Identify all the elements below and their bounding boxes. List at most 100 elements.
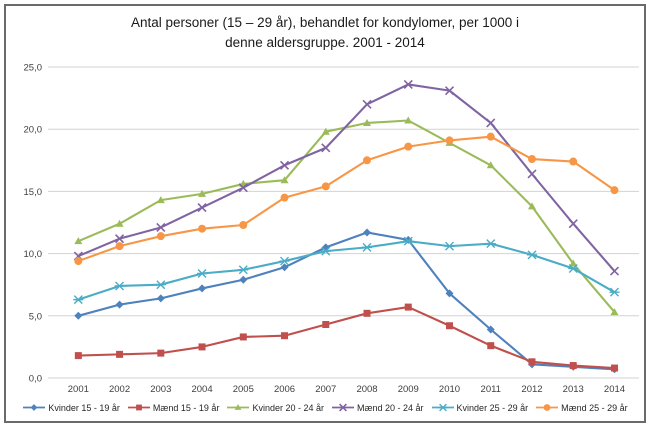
marker-circle [239, 220, 248, 229]
x-axis-tick-2002: 2002 [109, 384, 130, 395]
line-chart-plot: 0,0 5,0 10,0 15,0 20,0 25,0 2001 2002 2003 2004 20… [24, 63, 639, 395]
x-axis-tick-2001: 2001 [68, 384, 89, 395]
marker-diamond [115, 300, 124, 309]
marker-square [239, 333, 247, 341]
y-axis-tick-25-0: 25,0 [24, 63, 43, 74]
legend-item-m-nd-15-19-r: Mænd 15 - 19 år [127, 402, 220, 413]
marker-asterisk [609, 287, 620, 297]
marker-asterisk [568, 264, 579, 274]
legend-label: Kvinder 25 - 29 år [456, 402, 529, 413]
marker-circle [445, 136, 454, 145]
chart-title-line-2: denne aldersgruppe. 2001 - 2014 [225, 34, 425, 50]
series-line-kvinder-25-29-r [77, 240, 616, 301]
x-axis-tick-2009: 2009 [398, 384, 419, 395]
marker-triangle [321, 127, 330, 135]
marker-x [321, 143, 331, 153]
marker-triangle [610, 308, 619, 316]
marker-diamond [30, 404, 38, 411]
marker-circle [543, 404, 551, 411]
marker-circle [527, 155, 536, 164]
legend-label: Kvinder 15 - 19 år [48, 402, 120, 413]
marker-x [609, 266, 620, 276]
marker-square [528, 358, 536, 366]
legend-item-kvinder-25-29-r: Kvinder 25 - 29 år [431, 402, 529, 413]
chart-frame: Antal personer (15 – 29 år), behandlet f… [4, 4, 646, 423]
legend-item-kvinder-20-24-r: Kvinder 20 - 24 år [226, 402, 324, 413]
marker-asterisk [238, 265, 249, 275]
series-line-m-nd-20-24-r [77, 83, 616, 273]
legend-item-m-nd-25-29-r: Mænd 25 - 29 år [535, 402, 628, 413]
legend-label: Mænd 20 - 24 år [357, 402, 424, 413]
marker-circle [198, 224, 207, 233]
marker-square [610, 364, 618, 372]
marker-square [487, 342, 495, 350]
legend-label: Mænd 15 - 19 år [152, 402, 220, 413]
marker-x [156, 222, 166, 233]
marker-asterisk [320, 246, 331, 256]
marker-diamond [280, 263, 289, 272]
x-axis-tick-2013: 2013 [563, 384, 584, 395]
marker-square [198, 343, 206, 351]
series-kvinder-25-29-r [73, 236, 620, 305]
legend-marker-triangle-icon [227, 404, 250, 410]
marker-circle [363, 156, 372, 165]
marker-x [279, 160, 290, 170]
x-axis-tick-2004: 2004 [191, 384, 212, 395]
series-line-m-nd-25-29-r [77, 135, 616, 263]
marker-diamond [239, 275, 248, 284]
legend-marker-x-icon [332, 403, 354, 412]
marker-square [116, 350, 124, 358]
marker-asterisk [485, 239, 496, 249]
legend-marker-square-icon [127, 404, 150, 411]
marker-square [404, 303, 412, 311]
x-axis-tick-2005: 2005 [233, 384, 254, 395]
marker-triangle [527, 202, 536, 210]
marker-asterisk [403, 236, 414, 246]
marker-x [527, 169, 537, 179]
marker-square [281, 332, 289, 340]
marker-triangle [156, 196, 165, 204]
marker-x [339, 403, 347, 412]
marker-x [486, 118, 496, 128]
marker-diamond [74, 311, 83, 320]
marker-asterisk [438, 403, 447, 412]
marker-triangle [569, 259, 578, 267]
marker-asterisk [444, 241, 455, 251]
legend-item-kvinder-15-19-r: Kvinder 15 - 19 år [22, 402, 120, 413]
series-m-nd-15-19-r [74, 303, 618, 372]
marker-circle [486, 132, 495, 141]
marker-circle [610, 186, 619, 195]
marker-asterisk [73, 295, 84, 305]
marker-triangle [198, 189, 207, 197]
x-axis-tick-2008: 2008 [356, 384, 377, 395]
marker-asterisk [279, 256, 290, 266]
marker-asterisk [526, 250, 537, 260]
chart-legend: Kvinder 15 - 19 år Mænd 15 - 19 år Kvinder… [6, 402, 644, 413]
y-axis-tick-5-0: 5,0 [29, 311, 42, 322]
marker-square [322, 321, 330, 329]
marker-asterisk [114, 281, 125, 291]
marker-triangle [404, 116, 413, 124]
marker-circle [74, 257, 83, 266]
y-axis-tick-20-0: 20,0 [24, 125, 43, 136]
legend-item-m-nd-20-24-r: Mænd 20 - 24 år [331, 402, 424, 413]
marker-x [444, 86, 455, 96]
legend-label: Kvinder 20 - 24 år [252, 402, 324, 413]
marker-diamond [198, 284, 207, 293]
series-line-m-nd-15-19-r [77, 306, 616, 370]
chart-title-line-1: Antal personer (15 – 29 år), behandlet f… [131, 15, 519, 30]
marker-diamond [363, 228, 372, 237]
marker-x [197, 203, 207, 213]
marker-square [569, 362, 577, 370]
marker-square [136, 404, 142, 411]
marker-triangle [363, 118, 372, 126]
marker-asterisk [362, 242, 373, 252]
marker-x [114, 234, 125, 244]
marker-circle [115, 242, 124, 251]
y-axis-tick-10-0: 10,0 [24, 249, 43, 260]
marker-triangle [115, 219, 124, 227]
marker-triangle [235, 404, 242, 410]
marker-square [363, 309, 371, 317]
marker-x [568, 219, 578, 229]
x-axis-tick-2011: 2011 [481, 384, 501, 395]
